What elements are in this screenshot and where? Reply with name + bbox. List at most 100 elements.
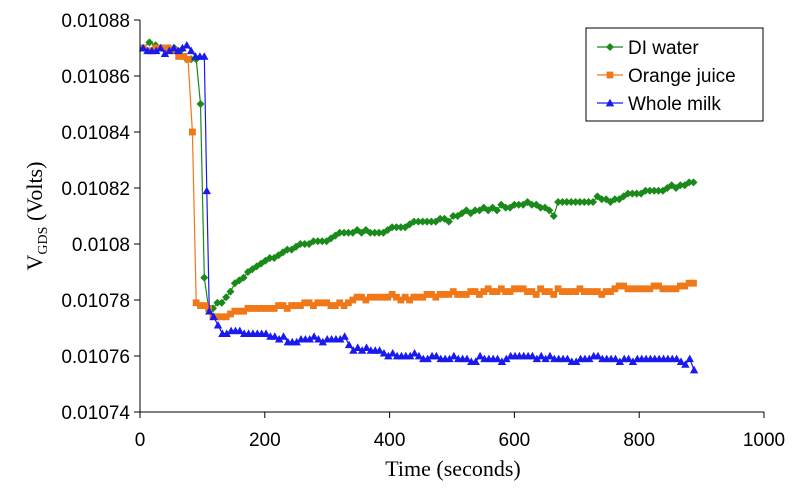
- data-point-di-water: [549, 212, 558, 220]
- data-point-whole-milk: [213, 321, 223, 329]
- data-point-orange-juice: [462, 291, 470, 298]
- data-point-orange-juice: [371, 293, 379, 301]
- data-point-orange-juice: [681, 282, 689, 290]
- data-point-whole-milk: [318, 337, 328, 346]
- data-point-orange-juice: [511, 285, 518, 293]
- data-point-orange-juice: [563, 288, 571, 295]
- data-point-orange-juice: [292, 302, 300, 309]
- data-point-di-water: [632, 189, 641, 198]
- data-point-orange-juice: [393, 293, 400, 301]
- y-tick-label: 0.01088: [61, 11, 130, 32]
- data-point-orange-juice: [633, 285, 641, 293]
- data-point-orange-juice: [362, 296, 370, 304]
- data-point-whole-milk: [182, 41, 191, 49]
- data-point-whole-milk: [222, 329, 231, 337]
- data-point-whole-milk: [205, 307, 214, 315]
- data-point-di-water: [545, 206, 554, 215]
- data-point-di-water: [575, 198, 584, 206]
- data-point-orange-juice: [375, 293, 383, 301]
- data-point-orange-juice: [218, 313, 226, 321]
- series-orange-juice: [139, 44, 697, 321]
- data-point-whole-milk: [375, 346, 384, 354]
- data-point-orange-juice: [388, 291, 396, 298]
- data-point-di-water: [584, 198, 593, 206]
- data-point-orange-juice: [515, 285, 523, 293]
- data-point-orange-juice: [572, 288, 579, 295]
- data-point-orange-juice: [458, 291, 466, 298]
- data-point-orange-juice: [318, 299, 326, 307]
- data-point-whole-milk: [235, 326, 245, 335]
- data-point-orange-juice: [550, 291, 558, 298]
- data-point-di-water: [222, 293, 231, 302]
- data-point-whole-milk: [502, 354, 511, 363]
- data-point-whole-milk: [462, 354, 472, 363]
- data-point-orange-juice: [305, 299, 313, 307]
- data-point-orange-juice: [611, 285, 619, 293]
- data-point-orange-juice: [366, 293, 374, 301]
- legend-label-whole-milk: Whole milk: [628, 94, 721, 115]
- data-point-orange-juice: [227, 310, 234, 318]
- data-point-orange-juice: [270, 305, 278, 312]
- data-point-di-water: [471, 206, 480, 215]
- data-point-orange-juice: [441, 291, 448, 298]
- data-point-whole-milk: [624, 354, 633, 363]
- data-point-di-water: [527, 200, 536, 209]
- data-point-whole-milk: [169, 43, 178, 52]
- data-point-whole-milk: [349, 346, 358, 354]
- data-point-di-water: [444, 217, 453, 226]
- data-point-whole-milk: [537, 351, 546, 360]
- data-point-orange-juice: [528, 288, 536, 295]
- data-point-orange-juice: [593, 288, 601, 295]
- data-point-whole-milk: [384, 351, 393, 360]
- data-point-orange-juice: [213, 313, 221, 321]
- data-point-whole-milk: [493, 354, 502, 363]
- x-tick-label: 1000: [743, 430, 785, 451]
- data-point-whole-milk: [615, 357, 625, 365]
- data-point-orange-juice: [189, 128, 196, 136]
- data-point-di-water: [610, 195, 619, 204]
- data-point-orange-juice: [410, 293, 418, 301]
- data-point-di-water: [296, 240, 305, 248]
- data-point-orange-juice: [589, 288, 597, 295]
- data-point-whole-milk: [528, 351, 537, 360]
- data-point-whole-milk: [173, 46, 183, 55]
- data-point-orange-juice: [637, 285, 645, 293]
- data-point-orange-juice: [192, 299, 200, 307]
- data-point-orange-juice: [436, 291, 444, 298]
- data-point-orange-juice: [541, 288, 549, 295]
- data-point-orange-juice: [235, 307, 243, 315]
- y-tick-label: 0.01082: [61, 179, 130, 200]
- data-point-orange-juice: [331, 302, 339, 309]
- data-point-di-water: [427, 217, 436, 226]
- data-point-orange-juice: [406, 296, 413, 304]
- data-point-orange-juice: [180, 53, 188, 60]
- data-point-whole-milk: [563, 354, 572, 363]
- data-point-orange-juice: [327, 302, 335, 309]
- data-point-whole-milk: [628, 357, 638, 365]
- data-point-orange-juice: [253, 305, 261, 312]
- y-axis-title-main: V: [22, 254, 47, 270]
- data-point-di-water: [388, 223, 397, 232]
- data-point-di-water: [628, 189, 637, 198]
- data-point-orange-juice: [454, 291, 462, 298]
- data-point-orange-juice: [345, 299, 352, 307]
- data-point-di-water: [623, 189, 632, 198]
- data-point-orange-juice: [676, 282, 684, 290]
- data-point-orange-juice: [480, 288, 488, 295]
- data-point-di-water: [597, 195, 606, 204]
- data-point-whole-milk: [681, 360, 690, 368]
- data-point-orange-juice: [314, 299, 322, 307]
- data-point-di-water: [309, 237, 318, 246]
- data-point-orange-juice: [323, 299, 330, 307]
- data-point-orange-juice: [672, 285, 680, 293]
- data-point-orange-juice: [502, 288, 510, 295]
- data-point-di-water: [580, 198, 589, 206]
- data-point-orange-juice: [620, 282, 627, 290]
- x-tick-label: 0: [135, 430, 146, 451]
- data-point-orange-juice: [655, 282, 662, 290]
- data-point-di-water: [239, 273, 248, 282]
- data-point-whole-milk: [270, 332, 279, 340]
- y-tick-label: 0.01086: [61, 67, 130, 88]
- data-point-whole-milk: [497, 357, 507, 365]
- data-point-orange-juice: [615, 282, 623, 290]
